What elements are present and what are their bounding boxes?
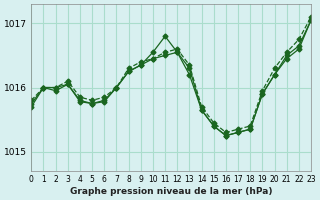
X-axis label: Graphe pression niveau de la mer (hPa): Graphe pression niveau de la mer (hPa) xyxy=(70,187,272,196)
